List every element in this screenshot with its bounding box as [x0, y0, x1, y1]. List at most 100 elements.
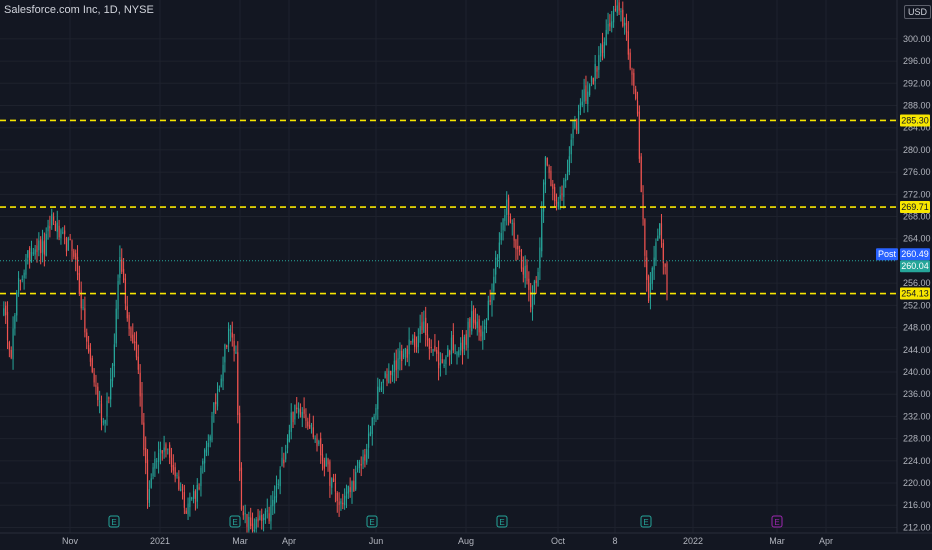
candle-body	[493, 276, 495, 292]
candle-body	[23, 272, 25, 278]
candle-body	[200, 468, 202, 487]
candle-body	[43, 240, 45, 255]
candle-body	[30, 252, 33, 263]
candle-body	[484, 326, 486, 330]
post-market-label: Post	[878, 249, 897, 259]
candle-body	[218, 388, 220, 391]
candle-body	[414, 335, 416, 347]
candle-body	[296, 407, 298, 409]
candle-body	[461, 339, 464, 353]
candle-body	[19, 280, 22, 282]
candle-body	[371, 417, 373, 434]
candle-body	[17, 278, 20, 294]
price-tick-label: 264.00	[903, 234, 931, 244]
candle-body	[242, 511, 244, 516]
candle-body	[3, 308, 5, 316]
candle-body	[465, 334, 467, 345]
earnings-icon[interactable]	[640, 515, 652, 528]
candle-body	[279, 469, 281, 487]
candle-body	[303, 409, 305, 414]
candle-body	[452, 335, 454, 351]
candle-body	[27, 250, 29, 258]
candle-body	[344, 495, 346, 506]
candle-body	[250, 517, 252, 527]
candle-body	[246, 514, 248, 527]
candle-body	[520, 255, 523, 269]
candle-body	[165, 444, 167, 451]
candle-body	[170, 457, 173, 468]
candle-body	[380, 386, 383, 391]
candle-body	[491, 291, 493, 305]
candle-body	[239, 412, 241, 472]
candle-body	[106, 400, 108, 417]
earnings-icon[interactable]	[229, 515, 241, 528]
candle-body	[64, 230, 66, 235]
candle-body	[614, 8, 617, 11]
candle-body	[437, 351, 440, 369]
candle-body	[309, 425, 311, 429]
earnings-icon[interactable]	[496, 515, 508, 528]
candle-body	[268, 513, 270, 522]
candle-body	[616, 5, 618, 13]
candle-body	[130, 327, 132, 338]
candle-body	[150, 478, 152, 488]
candle-body	[145, 448, 147, 464]
candle-body	[395, 360, 397, 371]
candle-body	[349, 487, 351, 492]
price-tick-label: 296.00	[903, 56, 931, 66]
candle-body	[16, 292, 18, 316]
candle-body	[156, 460, 158, 462]
candle-body	[157, 452, 160, 462]
candle-body	[299, 409, 302, 415]
price-tick-label: 216.00	[903, 500, 931, 510]
currency-button[interactable]: USD	[904, 5, 932, 19]
candle-body	[565, 179, 567, 182]
earnings-icon[interactable]	[108, 515, 120, 528]
candle-body	[36, 245, 38, 253]
candle-body	[406, 349, 408, 358]
candle-body	[69, 238, 71, 240]
candle-body	[408, 339, 410, 355]
candle-body	[590, 76, 593, 82]
candle-body	[655, 242, 657, 261]
candle-body	[93, 373, 95, 383]
candle-body	[12, 328, 14, 360]
candle-body	[283, 459, 285, 464]
earnings-icon[interactable]	[366, 515, 378, 528]
candle-body	[248, 516, 250, 531]
candle-body	[89, 348, 92, 362]
time-axis-bg[interactable]	[0, 533, 932, 550]
candle-body	[502, 218, 504, 231]
candle-body	[110, 379, 112, 400]
candle-body	[375, 407, 377, 416]
candle-body	[515, 239, 517, 250]
candle-body	[660, 223, 663, 241]
candle-body	[95, 384, 97, 387]
candle-body	[524, 265, 526, 279]
candle-body	[5, 305, 7, 316]
candle-body	[75, 253, 77, 260]
candle-body	[257, 518, 259, 522]
candle-body	[638, 111, 640, 159]
time-axis[interactable]: Nov 2021 Mar Apr Jun Aug Oct 8 2022 Mar Apr	[62, 536, 833, 546]
candle-body	[91, 358, 93, 373]
candle-body	[196, 485, 198, 502]
price-tick-label: 268.00	[903, 212, 931, 222]
candle-body	[187, 503, 189, 515]
candle-body	[244, 513, 246, 515]
candle-body	[285, 451, 287, 460]
candle-body	[327, 459, 329, 465]
candle-body	[445, 356, 447, 365]
price-axis[interactable]: 300.00 296.00 292.00 288.00 284.00 280.00 276.…	[903, 34, 931, 533]
candle-body	[509, 216, 512, 223]
candle-body	[522, 267, 524, 275]
price-tick-label: 236.00	[903, 389, 931, 399]
symbol-title[interactable]: Salesforce.com Inc, 1D, NYSE	[4, 4, 154, 16]
horizontal-levels[interactable]	[0, 119, 897, 295]
candle-body	[570, 139, 572, 155]
dividend-icon[interactable]	[771, 515, 783, 528]
price-tick-label: 224.00	[903, 456, 931, 466]
